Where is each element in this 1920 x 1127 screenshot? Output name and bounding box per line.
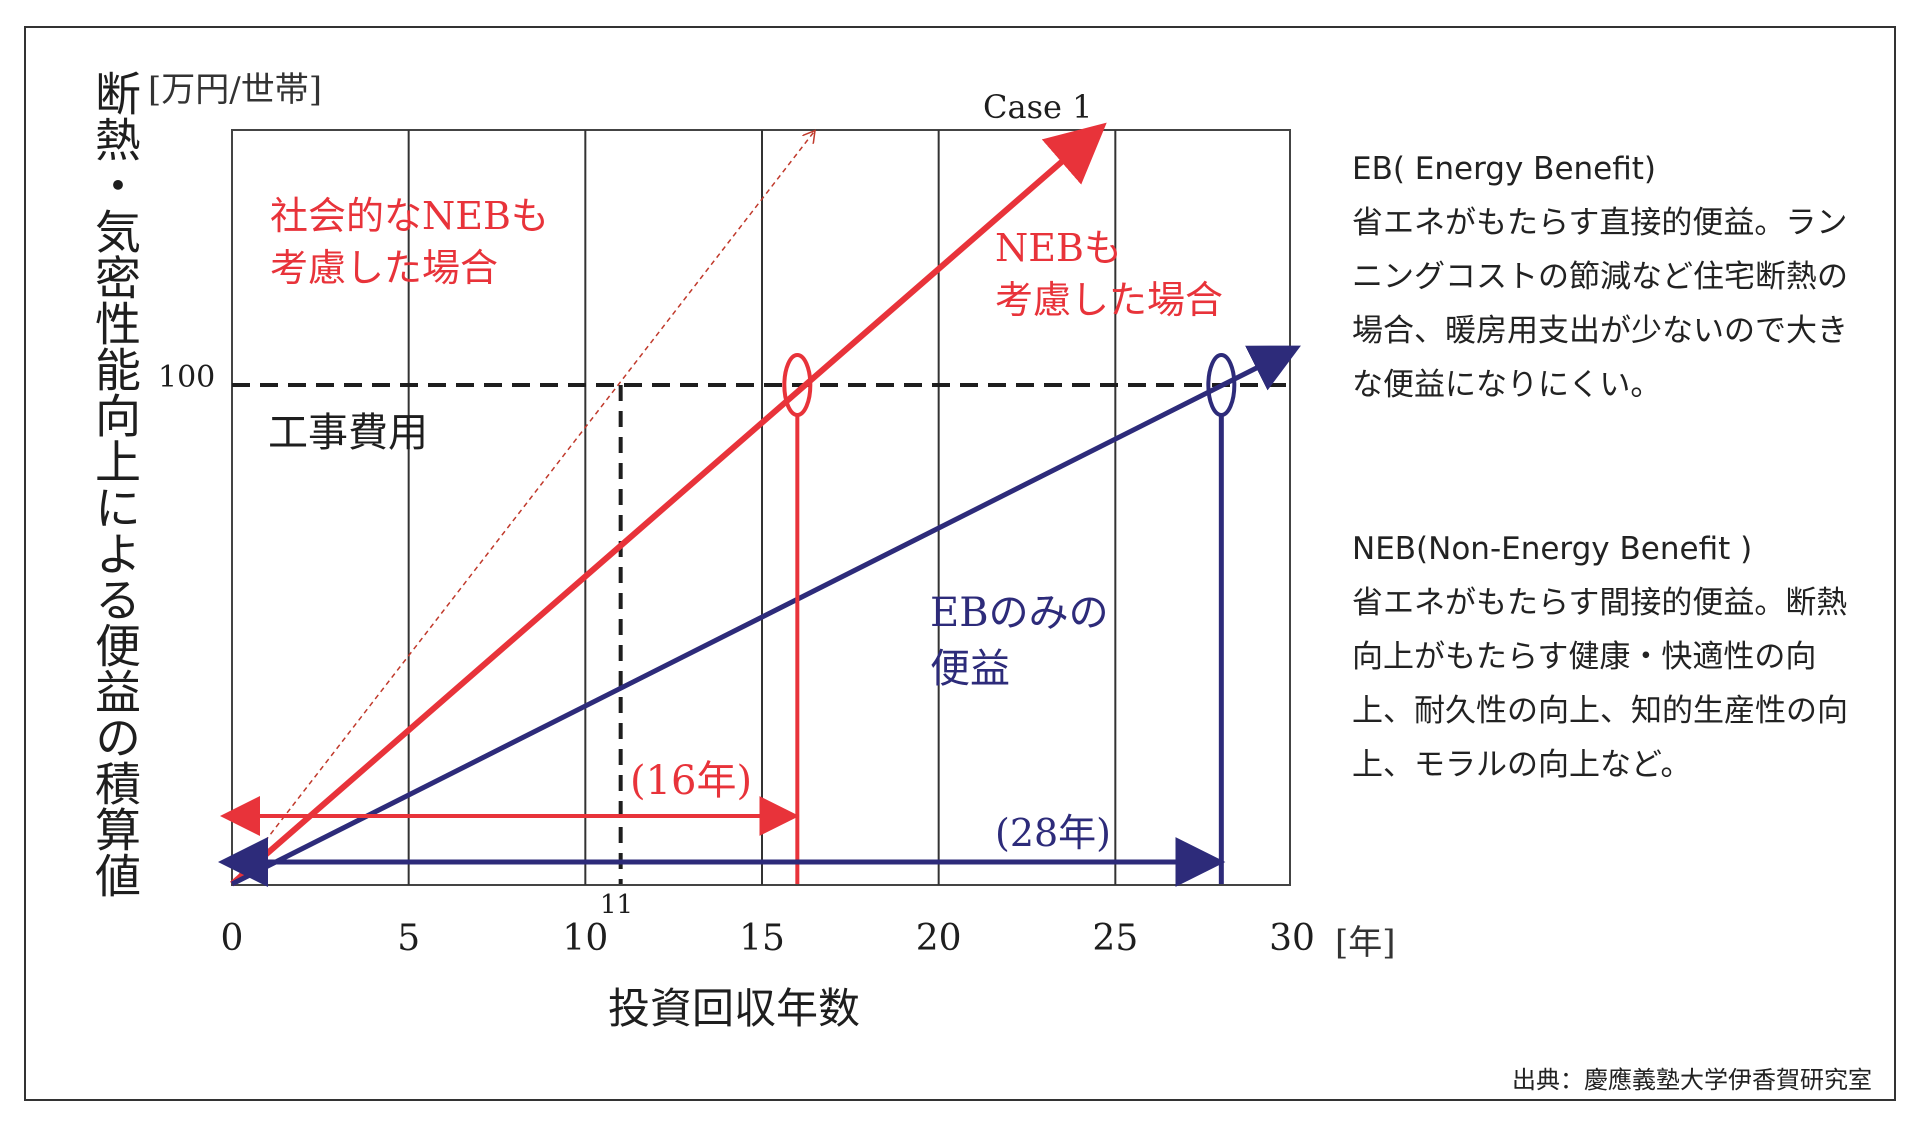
eb-description: EB( Energy Benefit) 省エネがもたらす直接的便益。ランニングコ… bbox=[1352, 142, 1872, 412]
y-tick-100: 100 bbox=[158, 360, 216, 395]
series-label-case1: Case 1 bbox=[983, 88, 1093, 126]
x-tick-15: 15 bbox=[739, 918, 785, 959]
x-tick-25: 25 bbox=[1092, 918, 1138, 959]
y-axis-unit: [万円/世帯] bbox=[148, 70, 322, 110]
vertical-grid bbox=[407, 130, 1117, 885]
source-credit: 出典：慶應義塾大学伊香賀研究室 bbox=[1512, 1066, 1872, 1094]
annotation-neb: NEBも 考慮した場合 bbox=[995, 226, 1224, 322]
x-axis-unit: [年] bbox=[1335, 923, 1396, 963]
x-tick-5: 5 bbox=[397, 918, 420, 959]
x-tick-20: 20 bbox=[916, 918, 962, 959]
x-tick-30: 30 bbox=[1269, 918, 1315, 959]
x-tick-0: 0 bbox=[221, 918, 244, 959]
series-neb bbox=[230, 122, 1107, 887]
payback-label-eb: (28年) bbox=[995, 811, 1112, 855]
annotation-social-neb: 社会的なNEBも 考慮した場合 bbox=[270, 194, 549, 290]
x-tick-labels: 0 5 10 15 20 25 30 bbox=[221, 918, 1315, 959]
series-eb bbox=[230, 345, 1301, 887]
neb-body: 省エネがもたらす間接的便益。断熱向上がもたらす健康・快適性の向上、耐久性の向上、… bbox=[1352, 585, 1848, 783]
intersection-neb bbox=[782, 353, 813, 417]
payback-label-neb: (16年) bbox=[630, 758, 753, 804]
x-tick-10: 10 bbox=[562, 918, 608, 959]
neb-heading: NEB(Non-Energy Benefit ) bbox=[1352, 531, 1753, 567]
figure-frame bbox=[24, 26, 1896, 1101]
series-social-neb bbox=[231, 131, 815, 885]
neb-description: NEB(Non-Energy Benefit ) 省エネがもたらす間接的便益。断… bbox=[1352, 522, 1872, 792]
eb-heading: EB( Energy Benefit) bbox=[1352, 151, 1657, 187]
annotation-eb-only: EBのみの 便益 bbox=[930, 590, 1109, 692]
y-axis-label: 断熱・気密性能向上による便益の積算値 bbox=[88, 70, 142, 898]
cost-label: 工事費用 bbox=[268, 410, 428, 456]
intersection-eb bbox=[1206, 353, 1237, 417]
eb-body: 省エネがもたらす直接的便益。ランニングコストの節減など住宅断熱の場合、暖房用支出… bbox=[1352, 205, 1848, 403]
x-tick-11: 11 bbox=[600, 890, 634, 920]
x-axis-label: 投資回収年数 bbox=[608, 984, 861, 1033]
